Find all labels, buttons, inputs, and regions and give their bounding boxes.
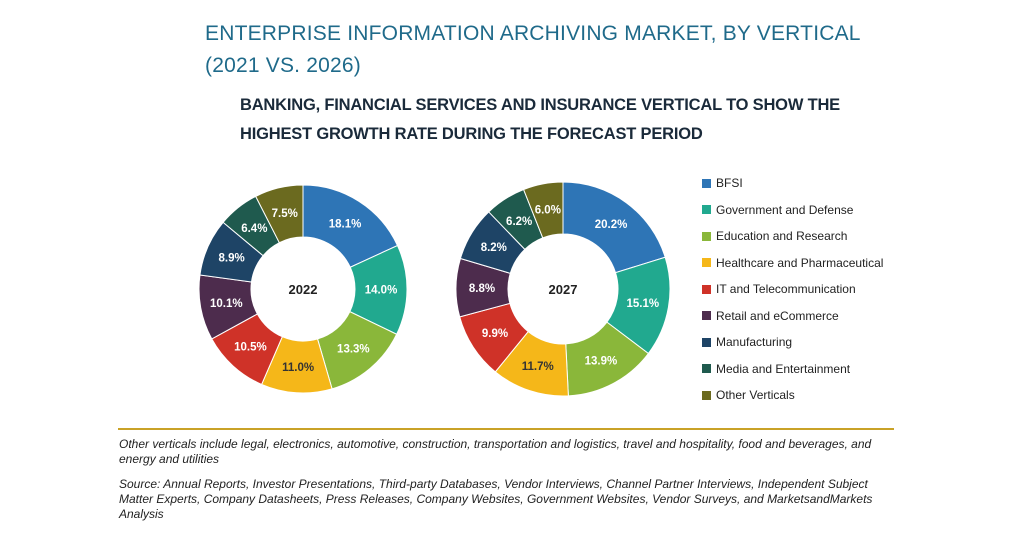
data-label-2027-2: 13.9%	[585, 356, 618, 368]
donut-2027: 20.2% 15.1% 13.9% 11.7% 9.9% 8.8% 8.2% 6.2%6.0%…	[455, 181, 671, 397]
data-label-2027-3: 11.7%	[522, 361, 554, 373]
legend-item: IT and Telecommunication	[702, 276, 883, 303]
data-label-2027-5: 8.8%	[469, 283, 495, 295]
legend-item: Manufacturing	[702, 329, 883, 356]
legend-swatch	[702, 231, 711, 241]
chart-title-line1: ENTERPRISE INFORMATION ARCHIVING MARKET,…	[205, 22, 861, 45]
data-label-2022-7: 6.4%	[241, 223, 267, 235]
legend-swatch	[702, 390, 711, 400]
data-label-2022-0: 18.1%	[329, 218, 362, 230]
footer-source: Source: Annual Reports, Investor Present…	[119, 477, 873, 521]
legend-swatch	[702, 311, 711, 321]
data-label-2022-8: 7.5%	[272, 208, 298, 220]
data-label-2027-0: 20.2%	[595, 219, 628, 231]
legend-swatch	[702, 337, 711, 347]
legend-swatch	[702, 284, 711, 294]
legend-label: Retail and eCommerce	[716, 308, 839, 323]
data-label-2022-6: 8.9%	[219, 253, 245, 265]
data-label-2022-3: 11.0%	[282, 362, 314, 374]
donut-2022: 18.1% 14.0% 13.3% 11.0% 10.5% 10.1% 8.9% 6.4% 7.…	[198, 184, 408, 394]
data-label-2027-7: 6.2%	[506, 216, 532, 228]
legend-label: Education and Research	[716, 229, 848, 244]
legend-swatch	[702, 205, 711, 215]
legend-label: BFSI	[716, 176, 743, 191]
legend-label: Government and Defense	[716, 202, 854, 217]
slice-2027-8	[522, 181, 564, 239]
donut-center-label-2027: 2027	[549, 282, 578, 297]
legend-swatch	[702, 364, 711, 374]
data-label-2027-1: 15.1%	[626, 298, 659, 310]
data-label-2022-2: 13.3%	[337, 344, 370, 356]
chart-title: ENTERPRISE INFORMATION ARCHIVING MARKET,…	[205, 18, 905, 82]
data-label-2027-8: 6.0%	[535, 204, 561, 216]
chart-subtitle: BANKING, FINANCIAL SERVICES AND INSURANC…	[240, 91, 880, 149]
legend-item: Government and Defense	[702, 197, 883, 224]
legend-swatch	[702, 178, 711, 188]
legend-item: Healthcare and Pharmaceutical	[702, 250, 883, 277]
data-label-2022-5: 10.1%	[210, 298, 243, 310]
data-label-2027-4: 9.9%	[482, 328, 508, 340]
legend-item: Retail and eCommerce	[702, 303, 883, 330]
slice-2022-8	[255, 184, 304, 244]
data-label-2022-4: 10.5%	[234, 342, 267, 354]
footer-divider	[118, 428, 894, 430]
legend-label: Manufacturing	[716, 335, 793, 350]
legend-item: Media and Entertainment	[702, 356, 883, 383]
chart-subtitle-line1: BANKING, FINANCIAL SERVICES AND INSURANC…	[240, 96, 840, 114]
chart-legend: BFSI Government and Defense Education and …	[702, 170, 883, 409]
donut-center-label-2022: 2022	[289, 282, 318, 297]
legend-item: BFSI	[702, 170, 883, 197]
legend-item: Education and Research	[702, 223, 883, 250]
legend-label: Healthcare and Pharmaceutical	[716, 255, 884, 270]
legend-label: IT and Telecommunication	[716, 282, 856, 297]
legend-swatch	[702, 258, 711, 268]
legend-item: Other Verticals	[702, 382, 883, 409]
legend-label: Media and Entertainment	[716, 361, 851, 376]
chart-title-line2: (2021 VS. 2026)	[205, 54, 361, 77]
footer-note: Other verticals include legal, electroni…	[119, 437, 872, 466]
legend-label: Other Verticals	[716, 388, 795, 403]
data-label-2022-1: 14.0%	[365, 285, 398, 297]
data-label-2027-6: 8.2%	[481, 242, 507, 254]
chart-subtitle-line2: HIGHEST GROWTH RATE DURING THE FORECAST …	[240, 125, 703, 143]
